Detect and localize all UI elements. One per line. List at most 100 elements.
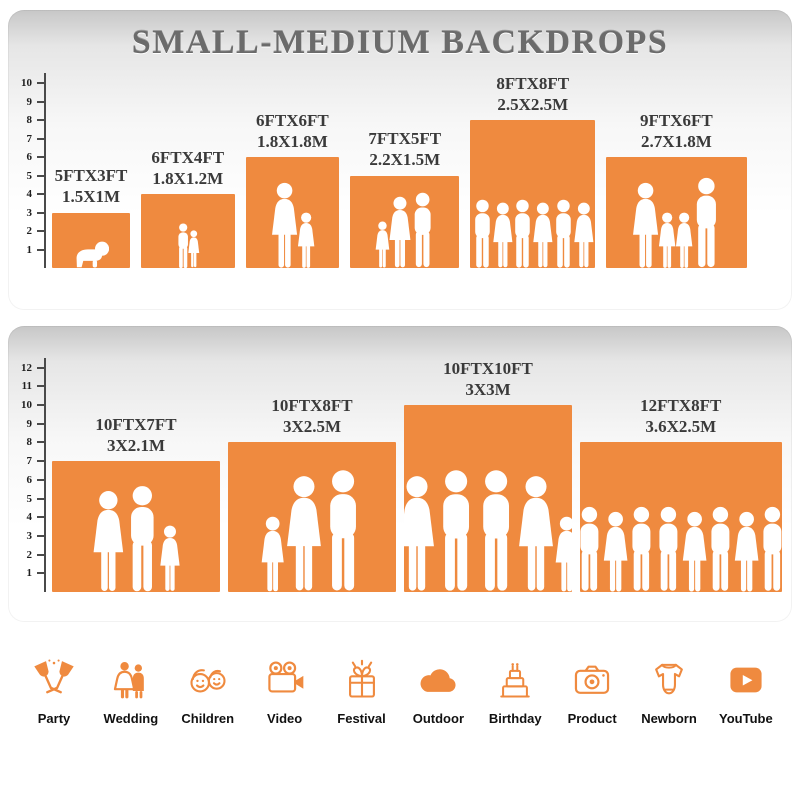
axis-tick-mark	[37, 497, 44, 500]
category-label: Newborn	[641, 711, 697, 726]
bar-size-ft: 5FTX3FT	[54, 166, 128, 185]
axis-tick-label: 8	[26, 436, 33, 449]
backdrop-bar	[606, 157, 747, 268]
backdrop-bar	[350, 175, 460, 268]
axis-tick-mark	[37, 460, 44, 463]
bar-size-m: 1.5X1M	[61, 187, 121, 207]
axis-tick-label: 4	[26, 188, 33, 200]
video-icon	[267, 661, 303, 693]
youtube-icon	[730, 667, 762, 693]
category-item-festival: Festival	[326, 658, 398, 726]
bar-size-label: 6FTX6FT 1.8X1.8M	[256, 110, 329, 153]
girl-silhouette-icon	[188, 230, 200, 268]
axis-tick-label: 10	[21, 399, 32, 411]
man-silhouette-icon	[556, 199, 571, 268]
bar-group: 6FTX4FT 1.8X1.2M	[141, 147, 235, 268]
bar-size-ft: 9FTX6FT	[640, 110, 713, 130]
man-silhouette-icon	[414, 192, 431, 268]
man-silhouette-icon	[474, 199, 490, 268]
man-silhouette-icon	[131, 485, 154, 591]
axis-tick-label: 11	[21, 380, 32, 393]
axis-tick-mark	[37, 230, 44, 232]
category-label: Children	[181, 711, 235, 726]
axis-tick-label: 1	[26, 567, 33, 580]
bar-size-ft: 10FTX8FT	[271, 395, 353, 415]
axis-tick-label: 3	[26, 529, 33, 542]
woman-silhouette-icon	[404, 476, 434, 591]
man-silhouette-icon	[515, 199, 531, 268]
woman-silhouette-icon	[574, 202, 594, 268]
bar-group: 5FTX3FT 1.5X1M	[52, 165, 130, 268]
woman-silhouette-icon	[682, 511, 706, 592]
man-silhouette-icon	[696, 177, 716, 268]
axis-tick-mark	[37, 441, 44, 444]
category-label: Outdoor	[412, 711, 464, 726]
category-item-outdoor: Outdoor	[402, 658, 474, 726]
axis-tick-label: 9	[26, 417, 33, 430]
axis-tick-mark	[37, 211, 44, 214]
baby-silhouette-icon	[76, 241, 109, 268]
category-label: Wedding	[103, 711, 159, 726]
girl-silhouette-icon	[261, 516, 284, 592]
backdrop-bar	[141, 194, 235, 268]
panel-2: 1 2 3 4 5 6 7 8 9 10 11 12 10FTX7FT 3X2.1M 10FTX8FT 3X…	[8, 326, 792, 622]
category-item-video: Video	[249, 658, 321, 726]
category-label: Video	[267, 711, 303, 726]
panel-1: SMALL-MEDIUM BACKDROPS 1 2 3 4 5 6 7 8 9 10 5FTX3…	[8, 10, 792, 310]
man-silhouette-icon	[329, 470, 356, 591]
bar-size-ft: 10FTX10FT	[443, 358, 533, 378]
bar-size-label: 5FTX3FT 1.5X1M	[55, 165, 128, 208]
axis-tick-label: 7	[26, 132, 33, 145]
bar-group: 9FTX6FT 2.7X1.8M	[606, 110, 747, 268]
bar-size-label: 12FTX8FT 3.6X2.5M	[640, 395, 721, 438]
category-item-youtube: YouTube	[710, 658, 782, 726]
y-axis-1: 1 2 3 4 5 6 7 8 9 10	[18, 73, 46, 268]
girl-silhouette-icon	[675, 212, 692, 268]
category-item-product: Product	[556, 658, 628, 726]
axis-tick-mark	[37, 82, 44, 84]
woman-silhouette-icon	[93, 491, 124, 591]
girl-silhouette-icon	[375, 221, 389, 268]
backdrop-bar	[404, 405, 572, 592]
axis-tick-mark	[37, 248, 44, 251]
man-silhouette-icon	[443, 470, 470, 591]
bar-group: 6FTX6FT 1.8X1.8M	[245, 110, 340, 268]
bar-size-label: 9FTX6FT 2.7X1.8M	[640, 110, 713, 153]
axis-tick-mark	[37, 404, 44, 406]
axis-tick-label: 12	[21, 361, 32, 374]
axis-tick-mark	[37, 422, 44, 425]
man-silhouette-icon	[763, 507, 782, 592]
backdrop-bar	[52, 212, 130, 268]
bar-size-ft: 10FTX7FT	[95, 414, 177, 434]
axis-tick-label: 5	[26, 169, 33, 182]
woman-silhouette-icon	[389, 196, 411, 268]
boy-silhouette-icon	[178, 222, 188, 268]
axis-tick-label: 3	[26, 206, 33, 219]
category-label: Product	[567, 711, 617, 726]
axis-tick-label: 4	[26, 511, 33, 524]
girl-silhouette-icon	[297, 212, 315, 268]
man-silhouette-icon	[580, 507, 599, 592]
page-title: SMALL-MEDIUM BACKDROPS	[131, 24, 669, 61]
axis-tick-label: 5	[26, 492, 33, 505]
axis-tick-mark	[37, 156, 44, 158]
axis-tick-mark	[37, 193, 44, 195]
girl-silhouette-icon	[659, 212, 676, 268]
woman-silhouette-icon	[493, 202, 513, 268]
woman-silhouette-icon	[603, 511, 628, 592]
category-item-party: Party	[18, 658, 90, 726]
bar-size-m: 3X2.1M	[106, 435, 166, 455]
bar-size-ft: 12FTX8FT	[640, 395, 722, 415]
axis-tick-mark	[37, 366, 44, 369]
man-silhouette-icon	[711, 507, 730, 592]
backdrop-bar	[52, 461, 220, 592]
bar-size-ft: 8FTX8FT	[496, 73, 570, 93]
bars-row-2: 10FTX7FT 3X2.1M 10FTX8FT 3X2.5M 10FTX10FT 3X3…	[52, 358, 782, 592]
axis-tick-label: 8	[26, 114, 33, 126]
backdrop-bar	[470, 120, 596, 268]
backdrop-bar	[580, 442, 782, 592]
axis-tick-mark	[37, 174, 44, 177]
backdrop-bar	[245, 157, 340, 268]
category-label: Birthday	[488, 711, 542, 726]
